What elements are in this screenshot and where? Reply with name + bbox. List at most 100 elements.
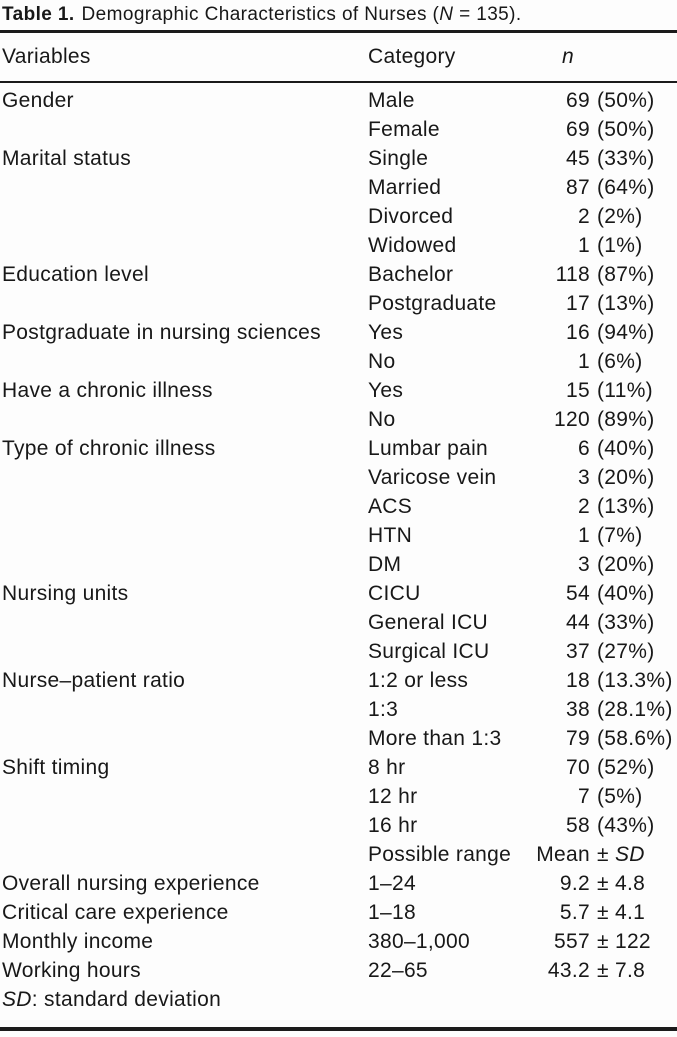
table-row: Monthly income 380–1,000 557 ± 122 xyxy=(0,927,677,956)
footnote-text: : standard deviation xyxy=(31,988,222,1011)
table-caption: Table 1. Demographic Characteristics of N… xyxy=(0,0,677,30)
top-rule xyxy=(0,30,677,33)
variable-cell xyxy=(2,173,368,202)
value-detail: (13%) xyxy=(597,292,655,315)
value-detail: (2%) xyxy=(597,205,643,228)
category-cell: 22–65 xyxy=(368,959,428,982)
n-cell: 54 (40%) xyxy=(532,579,677,608)
value-count: 69 xyxy=(566,118,590,141)
value-detail: ± 7.8 xyxy=(597,959,646,982)
variable-cell xyxy=(2,347,368,376)
value-detail: (27%) xyxy=(597,640,655,663)
value-detail: ± 122 xyxy=(597,930,651,953)
value-detail: (13.3%) xyxy=(597,669,673,692)
value-detail: (5%) xyxy=(597,785,643,808)
variable-cell: Have a chronic illness xyxy=(2,379,213,402)
value-count: 15 xyxy=(566,379,590,402)
category-cell: More than 1:3 xyxy=(368,727,502,750)
n-cell: 38 (28.1%) xyxy=(532,695,677,724)
value-count: 7 xyxy=(578,785,590,808)
variable-cell xyxy=(2,202,368,231)
category-cell: HTN xyxy=(368,524,413,547)
caption-text-post: = 135). xyxy=(453,4,522,25)
category-cell: Possible range xyxy=(368,843,512,866)
category-cell: DM xyxy=(368,553,402,576)
variable-cell: Nurse–patient ratio xyxy=(2,669,186,692)
value-detail: (11%) xyxy=(597,379,653,402)
category-cell: 380–1,000 xyxy=(368,930,470,953)
n-cell: 118 (87%) xyxy=(532,260,677,289)
table-row: Type of chronic illness Lumbar pain 6 (40%) xyxy=(0,434,677,463)
table-body: Gender Male 69 (50%) Female 69 (50%) Marital st… xyxy=(0,83,677,985)
variable-cell xyxy=(2,115,368,144)
table-row: Married 87 (64%) xyxy=(0,173,677,202)
table-row: ACS 2 (13%) xyxy=(0,492,677,521)
table-row: 12 hr 7 (5%) xyxy=(0,782,677,811)
caption-text-pre: Demographic Characteristics of Nurses ( xyxy=(81,4,440,25)
value-count: 2 xyxy=(578,205,590,228)
table-row: Working hours 22–65 43.2 ± 7.8 xyxy=(0,956,677,985)
table-row: DM 3 (20%) xyxy=(0,550,677,579)
column-header-category: Category xyxy=(368,45,456,68)
category-cell: Surgical ICU xyxy=(368,640,490,663)
table-row: Shift timing 8 hr 70 (52%) xyxy=(0,753,677,782)
table-row: Critical care experience 1–18 5.7 ± 4.1 xyxy=(0,898,677,927)
value-count: Mean xyxy=(536,843,590,866)
category-cell: Widowed xyxy=(368,234,457,257)
category-cell: Bachelor xyxy=(368,263,454,286)
table-row: Postgraduate 17 (13%) xyxy=(0,289,677,318)
variable-cell: Critical care experience xyxy=(2,901,229,924)
variable-cell xyxy=(2,695,368,724)
value-detail: (20%) xyxy=(597,553,655,576)
value-count: 69 xyxy=(566,89,590,112)
table-row: Have a chronic illness Yes 15 (11%) xyxy=(0,376,677,405)
table-row: Widowed 1 (1%) xyxy=(0,231,677,260)
table-row: More than 1:3 79 (58.6%) xyxy=(0,724,677,753)
n-cell: 3 (20%) xyxy=(532,550,677,579)
category-cell: Lumbar pain xyxy=(368,437,489,460)
n-cell: 557 ± 122 xyxy=(532,927,677,956)
n-cell: 2 (13%) xyxy=(532,492,677,521)
n-cell: 16 (94%) xyxy=(532,318,677,347)
variable-cell xyxy=(2,608,368,637)
n-cell: 69 (50%) xyxy=(532,86,677,115)
n-cell: 18 (13.3%) xyxy=(532,666,677,695)
value-detail: (89%) xyxy=(597,408,655,431)
value-detail: (33%) xyxy=(597,147,655,170)
category-cell: 1:2 or less xyxy=(368,669,469,692)
value-count: 6 xyxy=(578,437,590,460)
variable-cell: Gender xyxy=(2,89,74,112)
value-count: 18 xyxy=(566,669,590,692)
footnote-sd-italic: SD xyxy=(2,988,32,1011)
value-count: 1 xyxy=(578,234,590,257)
n-cell: Mean ± SD xyxy=(532,840,677,869)
table-row: Female 69 (50%) xyxy=(0,115,677,144)
category-cell: Female xyxy=(368,118,440,141)
value-detail: ± SD xyxy=(597,843,645,866)
category-cell: 16 hr xyxy=(368,814,418,837)
table-row: Gender Male 69 (50%) xyxy=(0,86,677,115)
variable-cell: Overall nursing experience xyxy=(2,872,260,895)
variable-cell xyxy=(2,405,368,434)
value-detail: (20%) xyxy=(597,466,655,489)
category-cell: Varicose vein xyxy=(368,466,497,489)
category-cell: 12 hr xyxy=(368,785,418,808)
variable-cell: Postgraduate in nursing sciences xyxy=(2,321,321,344)
n-cell: 1 (6%) xyxy=(532,347,677,376)
n-cell: 45 (33%) xyxy=(532,144,677,173)
category-cell: Male xyxy=(368,89,415,112)
variable-cell xyxy=(2,811,368,840)
value-count: 2 xyxy=(578,495,590,518)
n-cell: 9.2 ± 4.8 xyxy=(532,869,677,898)
value-detail: (40%) xyxy=(597,582,655,605)
variable-cell xyxy=(2,782,368,811)
value-count: 87 xyxy=(566,176,590,199)
value-count: 17 xyxy=(566,292,590,315)
category-cell: Married xyxy=(368,176,442,199)
category-cell: 8 hr xyxy=(368,756,406,779)
value-detail: ± 4.1 xyxy=(597,901,646,924)
n-cell: 44 (33%) xyxy=(532,608,677,637)
value-detail: (87%) xyxy=(597,263,655,286)
value-detail: ± 4.8 xyxy=(597,872,646,895)
